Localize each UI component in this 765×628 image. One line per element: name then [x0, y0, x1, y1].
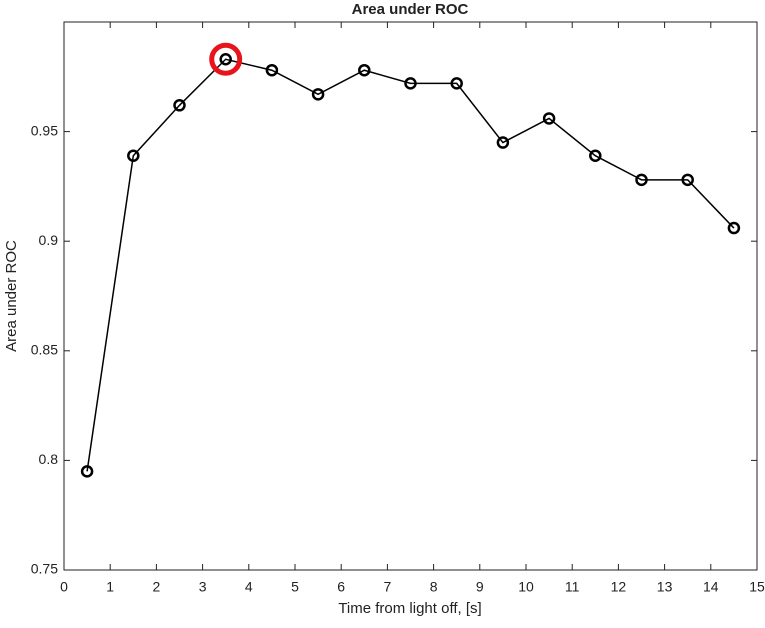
point-marker [127, 149, 140, 162]
point-marker [311, 88, 325, 101]
point-marker [404, 77, 417, 90]
chart-title: Area under ROC [352, 1, 469, 18]
point-marker [219, 53, 232, 66]
x-tick-label: 13 [657, 579, 673, 595]
point-marker [450, 77, 463, 90]
x-tick-label: 3 [199, 579, 207, 595]
y-axis-label: Area under ROC [3, 240, 20, 352]
x-tick-label: 6 [337, 579, 345, 595]
x-axis-label: Time from light off, [s] [338, 600, 481, 617]
point-marker [635, 173, 648, 187]
x-tick-label: 1 [106, 579, 114, 595]
point-marker [589, 149, 602, 162]
point-marker [173, 99, 186, 112]
x-tick-label: 15 [749, 579, 765, 595]
x-tick-label: 5 [291, 579, 299, 595]
point-marker [496, 136, 510, 149]
x-tick-label: 10 [518, 579, 534, 595]
x-tick-label: 9 [476, 579, 484, 595]
point-marker [681, 173, 694, 187]
y-tick-label: 0.9 [39, 232, 59, 248]
highlight-marker [209, 42, 243, 76]
point-marker [727, 221, 741, 235]
point-marker [542, 112, 556, 125]
x-tick-label: 0 [60, 579, 68, 595]
x-tick-label: 2 [153, 579, 161, 595]
x-tick-label: 12 [611, 579, 627, 595]
x-tick-label: 11 [565, 579, 580, 595]
y-tick-label: 0.85 [31, 342, 58, 358]
point-marker [80, 465, 94, 478]
point-marker [358, 63, 371, 77]
x-tick-label: 8 [430, 579, 438, 595]
x-tick-label: 4 [245, 579, 253, 595]
point-marker [265, 63, 279, 77]
y-tick-label: 0.75 [31, 561, 58, 577]
x-tick-label: 14 [703, 579, 719, 595]
series-line [86, 58, 735, 472]
plot-frame [63, 21, 758, 571]
y-tick-label: 0.95 [31, 122, 58, 138]
y-tick-label: 0.8 [39, 451, 59, 467]
x-tick-label: 7 [384, 579, 392, 595]
